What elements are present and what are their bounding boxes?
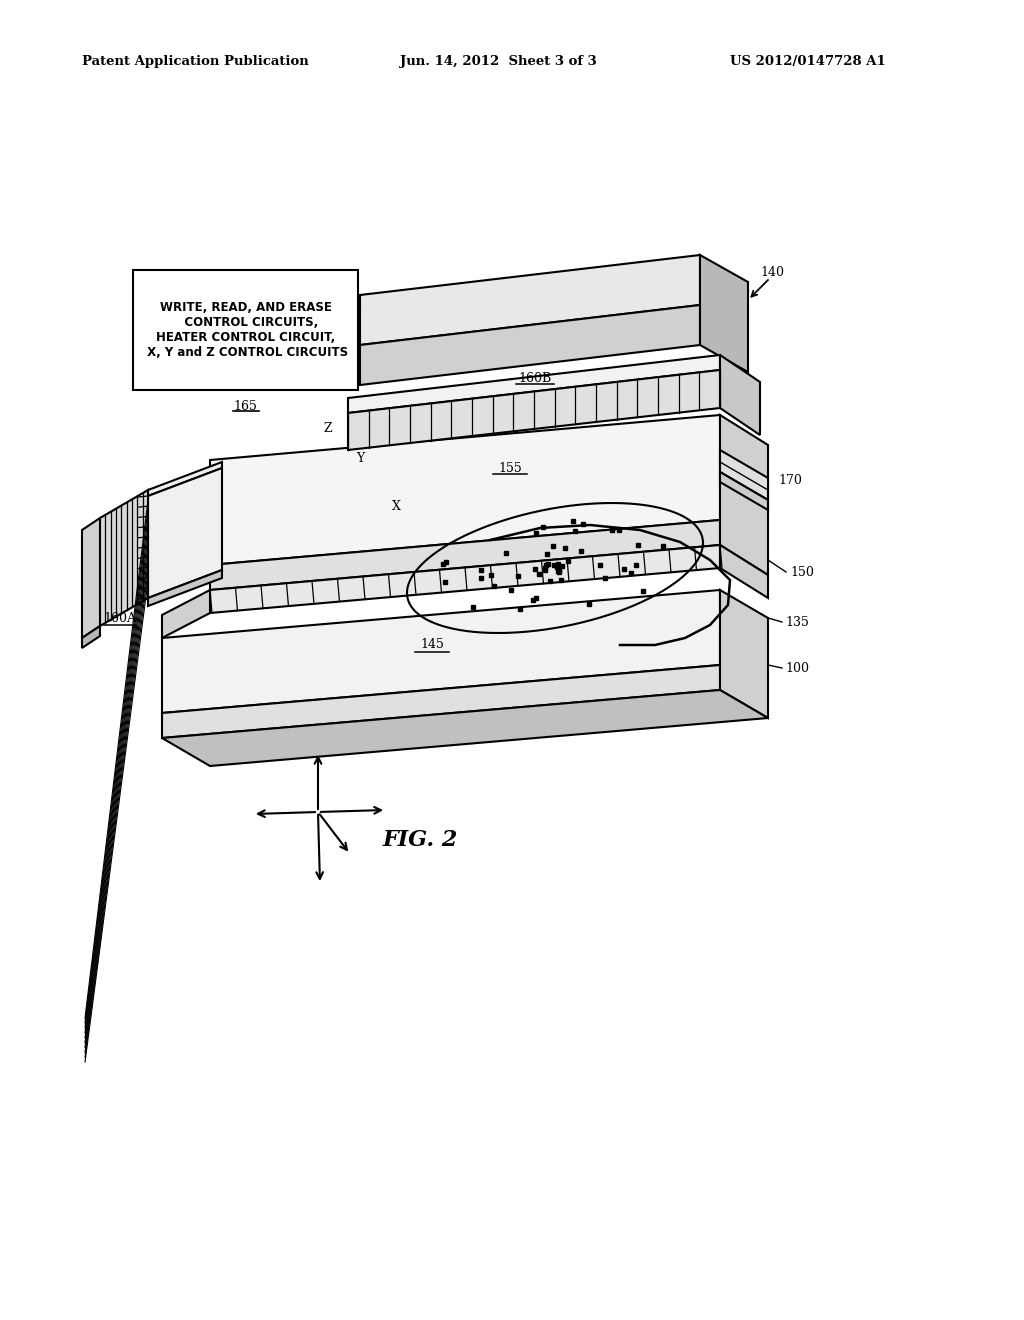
Polygon shape [162, 590, 720, 713]
Polygon shape [360, 255, 700, 345]
Polygon shape [700, 255, 748, 372]
Text: Jun. 14, 2012  Sheet 3 of 3: Jun. 14, 2012 Sheet 3 of 3 [400, 55, 597, 69]
Text: 145: 145 [420, 639, 444, 652]
Polygon shape [148, 469, 222, 598]
Polygon shape [328, 325, 360, 366]
Polygon shape [148, 462, 222, 496]
Text: 170: 170 [778, 474, 802, 487]
Text: Z: Z [323, 421, 332, 434]
Polygon shape [720, 545, 768, 598]
Text: 160B: 160B [518, 371, 552, 384]
Text: 165: 165 [233, 400, 257, 413]
Polygon shape [210, 545, 720, 612]
Text: 160A: 160A [103, 611, 136, 624]
Polygon shape [720, 355, 760, 436]
Polygon shape [348, 355, 720, 413]
Polygon shape [720, 414, 768, 576]
Text: WRITE, READ, AND ERASE
   CONTROL CIRCUITS,
HEATER CONTROL CIRCUIT,
 X, Y and Z : WRITE, READ, AND ERASE CONTROL CIRCUITS,… [143, 301, 348, 359]
Text: Y: Y [356, 451, 365, 465]
Text: 100: 100 [785, 661, 809, 675]
Polygon shape [348, 370, 720, 450]
Text: Patent Application Publication: Patent Application Publication [82, 55, 309, 69]
Polygon shape [82, 626, 100, 648]
Bar [133, 271, 358, 389]
Polygon shape [360, 305, 700, 385]
Text: 135: 135 [785, 615, 809, 628]
Polygon shape [148, 570, 222, 606]
Polygon shape [720, 450, 768, 500]
Polygon shape [210, 520, 720, 590]
Text: X: X [392, 499, 400, 512]
Polygon shape [248, 305, 360, 378]
Polygon shape [82, 517, 100, 638]
Polygon shape [162, 690, 768, 766]
Polygon shape [162, 665, 720, 738]
Polygon shape [100, 490, 148, 626]
Text: US 2012/0147728 A1: US 2012/0147728 A1 [730, 55, 886, 69]
Text: 150: 150 [790, 565, 814, 578]
Text: FIG. 2: FIG. 2 [382, 829, 458, 851]
Text: 140: 140 [760, 265, 784, 279]
Polygon shape [720, 473, 768, 510]
Polygon shape [210, 414, 720, 565]
Polygon shape [162, 590, 210, 638]
Text: 155: 155 [498, 462, 522, 474]
Polygon shape [720, 590, 768, 718]
